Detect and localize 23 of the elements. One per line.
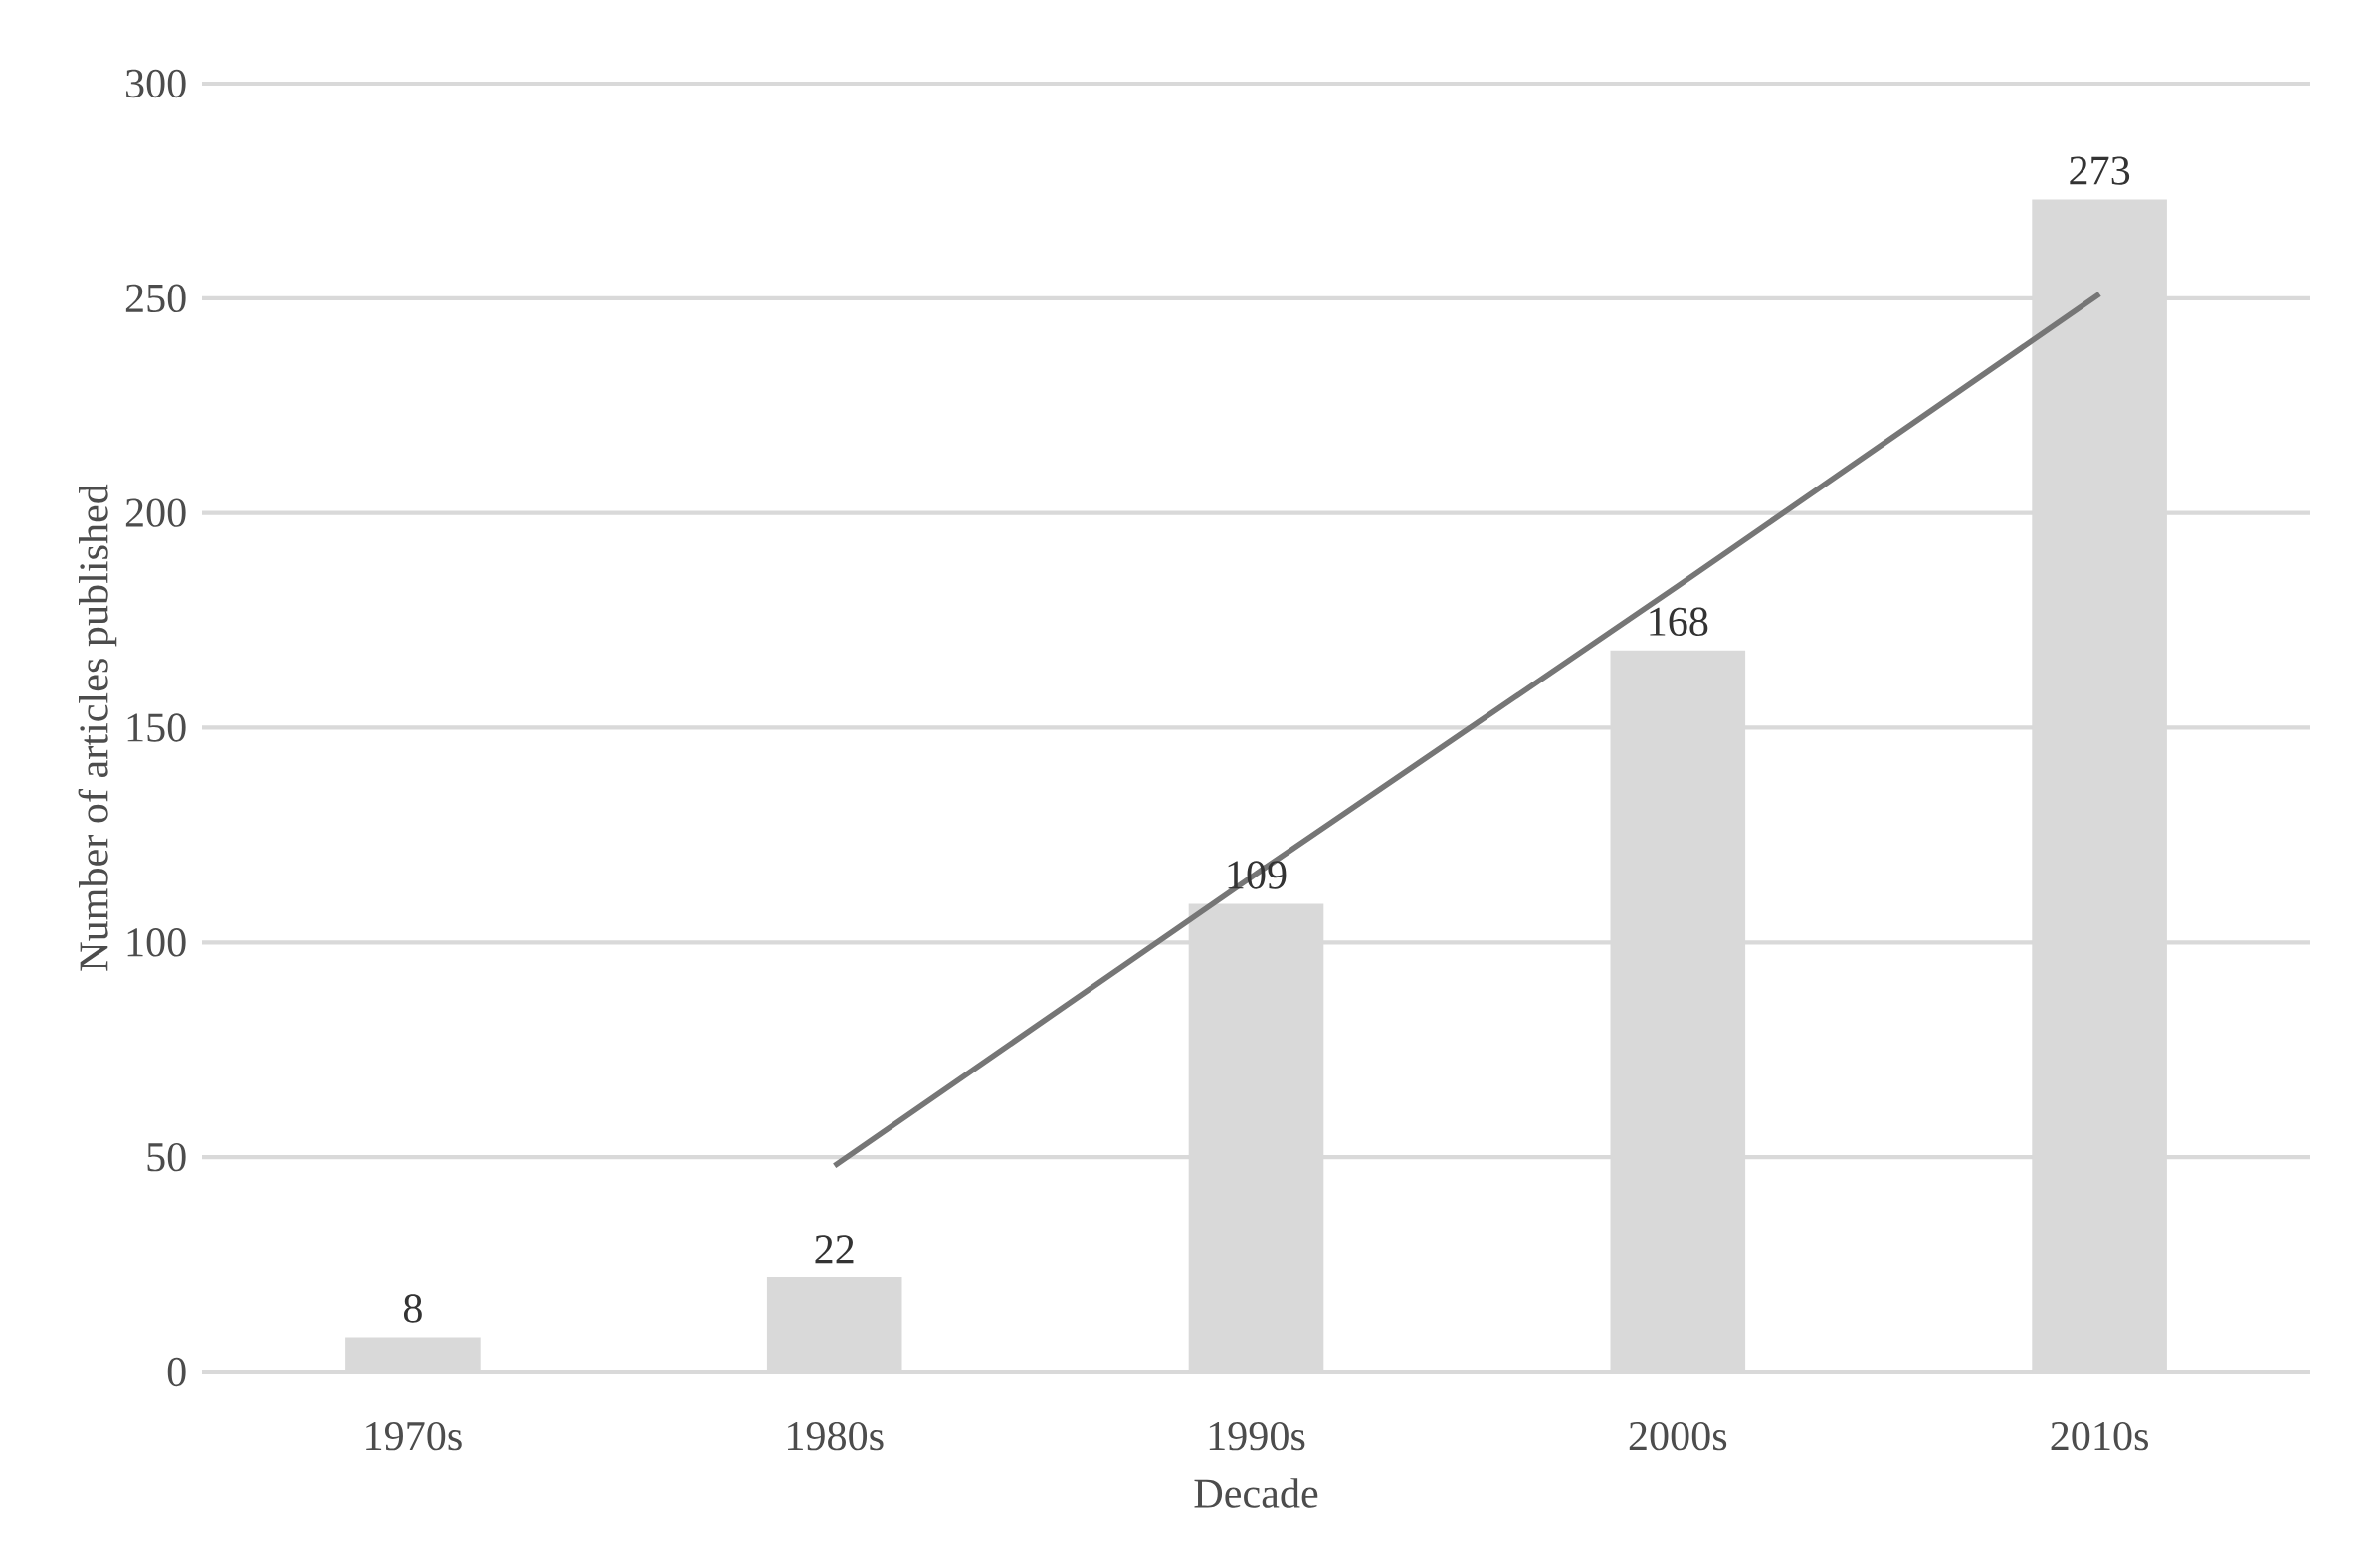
- y-axis-title: Number of articles published: [78, 484, 117, 971]
- x-tick-label: 1970s: [366, 1421, 462, 1451]
- data-label: 8: [403, 1294, 422, 1323]
- x-tick-label: 2010s: [2051, 1421, 2148, 1451]
- data-label: 168: [1650, 607, 1708, 636]
- bar: [2032, 199, 2167, 1372]
- y-tick-label: 300: [126, 69, 186, 98]
- y-tick-label: 100: [127, 928, 186, 957]
- bar: [1188, 903, 1324, 1372]
- y-tick-label: 50: [147, 1142, 186, 1172]
- data-label: 273: [2070, 156, 2130, 185]
- x-tick-label: 2000s: [1629, 1421, 1727, 1451]
- y-tick-label: 200: [125, 498, 186, 527]
- y-tick-label: 250: [125, 284, 186, 313]
- x-tick-label: 1980s: [788, 1421, 884, 1451]
- data-label: 22: [815, 1235, 854, 1264]
- bar: [766, 1277, 902, 1372]
- bar: [345, 1337, 481, 1372]
- y-tick-label: 0: [167, 1357, 186, 1387]
- x-tick-label: 1990s: [1209, 1421, 1305, 1451]
- bar: [1610, 650, 1746, 1372]
- y-tick-label: 150: [127, 713, 186, 742]
- x-axis-title: Decade: [1194, 1478, 1318, 1508]
